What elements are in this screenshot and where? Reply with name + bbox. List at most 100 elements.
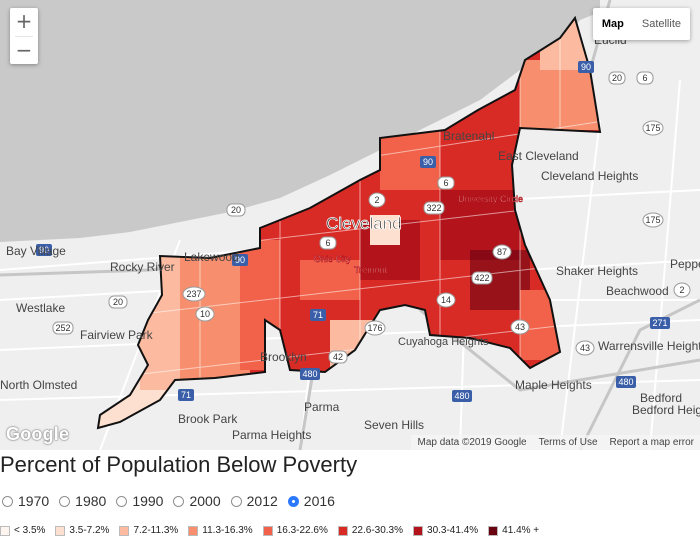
svg-text:71: 71 bbox=[181, 390, 191, 400]
place-label: Warrensville Heights bbox=[598, 339, 700, 353]
route-shield: 20 bbox=[226, 203, 246, 217]
radio-button[interactable] bbox=[59, 495, 71, 507]
route-shield: 175 bbox=[642, 212, 664, 228]
place-label: North Olmsted bbox=[0, 378, 77, 392]
radio-button[interactable] bbox=[2, 495, 13, 507]
legend-label: 22.6-30.3% bbox=[351, 525, 404, 536]
place-label: Shaker Heights bbox=[556, 264, 638, 278]
zoom-divider bbox=[15, 36, 33, 37]
place-label: Peppe bbox=[670, 257, 700, 271]
year-option-1990[interactable]: 1990 bbox=[116, 493, 163, 509]
year-option-1980[interactable]: 1980 bbox=[59, 493, 106, 509]
route-shield: 71 bbox=[178, 389, 194, 401]
radio-button[interactable] bbox=[116, 495, 128, 507]
place-label: Bay Village bbox=[6, 244, 66, 258]
legend-item: 3.5-7.2% bbox=[55, 525, 109, 536]
svg-text:43: 43 bbox=[580, 343, 590, 353]
svg-text:42: 42 bbox=[333, 352, 343, 362]
route-shield: 422 bbox=[471, 271, 493, 285]
route-shield: 6 bbox=[636, 71, 654, 85]
map-view[interactable]: 90 20 6 175 90 6 322 2 20 6 87 422 14 43… bbox=[0, 0, 700, 450]
place-label: University Circle bbox=[458, 194, 523, 204]
route-shield: 237 bbox=[182, 286, 206, 302]
svg-text:252: 252 bbox=[55, 323, 70, 333]
route-shield: 90 bbox=[578, 61, 594, 73]
route-shield: 20 bbox=[608, 71, 626, 85]
google-logo: Google bbox=[6, 424, 70, 444]
route-shield: 90 bbox=[36, 244, 52, 256]
svg-text:176: 176 bbox=[367, 323, 382, 333]
legend-label: 7.2-11.3% bbox=[133, 525, 179, 536]
map-type-control: Map Satellite bbox=[592, 8, 690, 40]
svg-text:20: 20 bbox=[231, 205, 241, 215]
year-selector: 1970 1980 1990 2000 2012 2016 bbox=[2, 493, 345, 509]
place-label: Rocky River bbox=[110, 260, 175, 274]
svg-text:6: 6 bbox=[325, 238, 330, 248]
year-option-2012[interactable]: 2012 bbox=[230, 493, 278, 509]
map-type-satellite-button[interactable]: Satellite bbox=[641, 18, 681, 30]
svg-text:6: 6 bbox=[443, 178, 448, 188]
svg-text:2: 2 bbox=[679, 285, 684, 295]
radio-button-checked[interactable] bbox=[287, 495, 299, 507]
zoom-out-button[interactable]: − bbox=[15, 38, 33, 62]
place-label: Bedford Heights bbox=[632, 403, 700, 417]
year-label: 2012 bbox=[246, 493, 278, 509]
zoom-in-button[interactable]: + bbox=[15, 9, 33, 33]
legend-item: 16.3-22.6% bbox=[262, 525, 328, 536]
place-label: Cleveland Heights bbox=[541, 169, 638, 183]
route-shield: 6 bbox=[319, 236, 337, 250]
svg-text:271: 271 bbox=[652, 318, 667, 328]
place-label: Parma Heights bbox=[232, 428, 311, 442]
place-label: Fairview Park bbox=[80, 328, 154, 342]
legend-label: 3.5-7.2% bbox=[69, 525, 110, 536]
route-shield: 271 bbox=[650, 317, 670, 329]
place-label: Cuyahoga Heights bbox=[398, 336, 489, 348]
zoom-controls: + − bbox=[10, 8, 38, 64]
map-type-map-button[interactable]: Map bbox=[601, 18, 624, 30]
svg-text:43: 43 bbox=[515, 322, 525, 332]
legend-label: 30.3-41.4% bbox=[427, 525, 479, 536]
route-shield: 480 bbox=[452, 390, 472, 402]
svg-text:90: 90 bbox=[581, 62, 591, 72]
svg-text:20: 20 bbox=[612, 73, 622, 83]
radio-button[interactable] bbox=[173, 495, 185, 507]
route-shield: 175 bbox=[642, 120, 664, 136]
legend: < 3.5% 3.5-7.2% 7.2-11.3% 11.3-16.3% 16.… bbox=[0, 525, 700, 536]
legend-swatch bbox=[188, 525, 199, 536]
svg-text:237: 237 bbox=[186, 289, 201, 299]
legend-label: 16.3-22.6% bbox=[276, 525, 328, 536]
radio-button[interactable] bbox=[230, 495, 242, 507]
place-label: Ohio City bbox=[314, 254, 352, 264]
map-canvas[interactable]: 90 20 6 175 90 6 322 2 20 6 87 422 14 43… bbox=[0, 0, 700, 450]
legend-label: 11.3-16.3% bbox=[202, 525, 253, 536]
place-label: Beachwood bbox=[606, 284, 669, 298]
place-label: Parma bbox=[304, 400, 340, 414]
svg-text:175: 175 bbox=[645, 215, 660, 225]
legend-swatch bbox=[0, 525, 10, 536]
svg-text:322: 322 bbox=[426, 203, 441, 213]
place-label: East Cleveland bbox=[498, 149, 579, 163]
year-option-2016[interactable]: 2016 bbox=[287, 493, 335, 509]
place-label: Seven Hills bbox=[364, 418, 424, 432]
svg-text:90: 90 bbox=[39, 245, 49, 255]
page-title: Percent of Population Below Poverty bbox=[0, 452, 358, 477]
route-shield: 43 bbox=[575, 340, 595, 356]
report-error-link[interactable]: Report a map error bbox=[609, 437, 694, 448]
legend-swatch bbox=[262, 525, 273, 536]
legend-item: 11.3-16.3% bbox=[188, 525, 253, 536]
route-shield: 14 bbox=[436, 292, 456, 308]
route-shield: 2 bbox=[368, 192, 386, 208]
route-shield: 87 bbox=[492, 244, 512, 260]
route-shield: 252 bbox=[52, 321, 74, 335]
route-shield: 480 bbox=[616, 376, 636, 388]
place-label: Bedford bbox=[640, 391, 682, 405]
year-option-1970[interactable]: 1970 bbox=[2, 493, 49, 509]
route-shield: 10 bbox=[195, 306, 215, 322]
svg-text:20: 20 bbox=[113, 297, 123, 307]
route-shield: 176 bbox=[364, 320, 386, 336]
terms-link[interactable]: Terms of Use bbox=[538, 437, 598, 448]
place-label: Bratenahl bbox=[443, 129, 494, 143]
year-option-2000[interactable]: 2000 bbox=[173, 493, 221, 509]
legend-swatch bbox=[119, 525, 130, 536]
route-shield: 20 bbox=[108, 295, 128, 309]
